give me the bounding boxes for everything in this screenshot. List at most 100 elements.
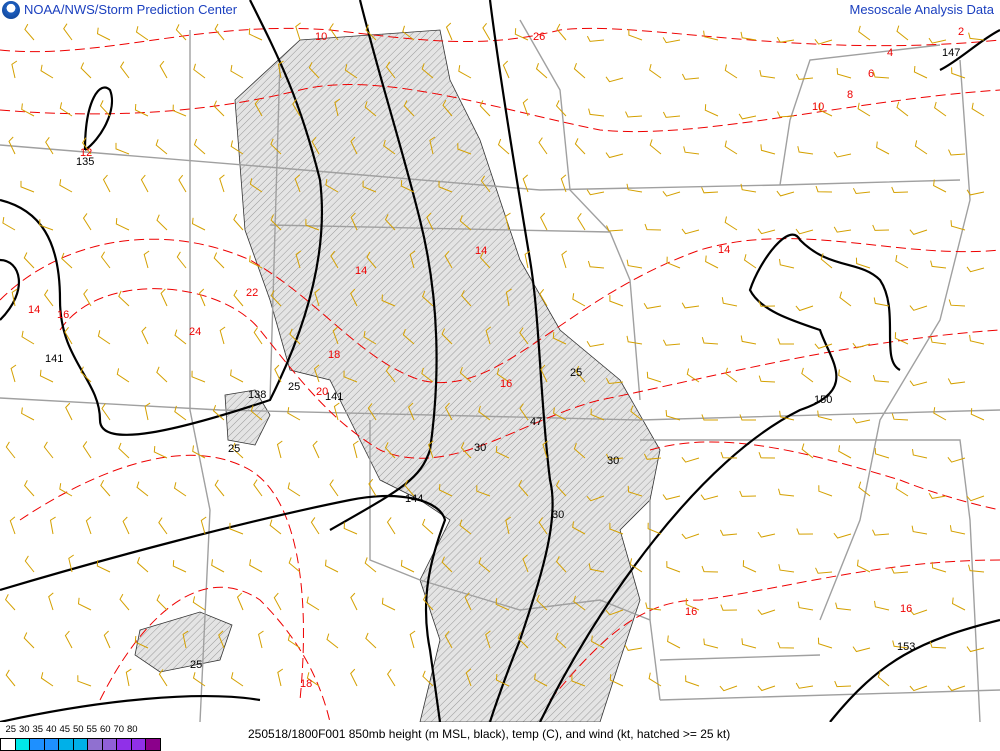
wind-barb [365,632,377,649]
wind-barb [40,672,54,687]
wind-barb [757,685,776,692]
wind-barb [947,685,966,692]
wind-barb [522,174,529,193]
wind-barb [332,326,339,345]
temp-label: 14 [28,304,40,316]
wind-barb [363,330,377,345]
wind-barb [277,668,284,687]
legend-labels: 25 30 35 40 45 50 55 60 70 80 [4,724,139,735]
wind-barb [795,305,814,312]
wind-barb [198,288,206,307]
wind-barb [295,22,301,41]
wind-barb [665,409,681,421]
wind-barb [311,136,320,155]
wind-barb [102,174,111,193]
wind-barb [101,403,111,421]
wind-barb [662,111,681,118]
wind-barb [560,174,567,193]
wind-barb [368,478,377,497]
wind-barb [933,407,947,421]
wind-barb [646,371,662,383]
temp-label: 6 [868,68,874,80]
wind-barb [459,519,472,535]
wind-barb [540,364,548,383]
wind-barb [350,288,358,307]
wind-barb [192,445,206,459]
wind-barb [5,669,16,687]
wind-barb [273,592,282,611]
wind-barb [681,533,700,540]
wind-barb [459,215,472,231]
wind-barb [182,630,189,649]
wind-barb [125,668,132,687]
legend-swatch [43,739,58,750]
wind-barb [701,187,719,194]
wind-barb [852,646,871,653]
wind-barb [838,369,852,383]
wind-barb [249,559,263,573]
wind-barb [894,332,909,345]
wind-barb [45,137,54,155]
wind-barb [213,100,225,117]
wind-barb [605,76,624,83]
wind-barb [140,174,149,193]
wind-barb [971,102,985,117]
wind-barb [294,174,301,193]
wind-barb [496,368,510,383]
wind-barb [441,556,453,573]
wind-barb [459,367,472,383]
wind-barb [77,675,92,687]
wind-barb [174,405,187,421]
wind-barb [479,100,491,117]
wind-barb [685,598,700,611]
height-label: 141 [325,391,343,403]
wind-barb [329,23,339,41]
wind-barb [103,630,111,649]
wind-barb [929,641,947,649]
wind-barb [115,218,130,231]
wind-barb [896,25,909,41]
legend-swatch [14,739,29,750]
wind-barb [700,494,719,501]
wind-barb [555,556,567,573]
wind-barb [649,63,662,79]
wind-barb [852,187,871,195]
wind-barb [438,180,453,193]
wind-barb [82,213,92,231]
wind-barb [681,73,700,80]
wind-barb [442,99,453,117]
wind-barb [308,62,320,79]
legend-label: 60 [99,724,111,735]
wind-barb [949,525,966,535]
isotach-label: 25 [228,443,240,455]
wind-barb [254,98,263,117]
wind-barb [153,446,168,459]
wind-barb [364,101,377,117]
wind-barb [914,140,928,155]
wind-barb [721,297,738,307]
wind-barb [218,630,225,649]
wind-barb [409,630,416,649]
wind-barb [609,674,624,687]
wind-barb [96,27,111,41]
wind-barb [933,179,947,193]
wind-barb [482,22,491,41]
wind-barb [913,65,928,79]
wind-barb [817,637,833,649]
wind-barb [705,255,719,269]
wind-barb [725,367,738,383]
wind-barb [586,35,605,42]
wind-barb [797,146,814,155]
wind-barb [776,190,795,197]
wind-barb [777,111,795,118]
wind-barb [950,220,966,231]
temp-label: 8 [847,89,853,101]
wind-barb [649,139,662,155]
wind-barb [352,440,359,459]
wind-barb [572,521,586,535]
wind-barb [230,64,244,79]
legend-swatch [72,739,87,750]
wind-barb [874,600,890,611]
wind-barb [757,609,776,615]
legend-swatch [145,739,160,750]
